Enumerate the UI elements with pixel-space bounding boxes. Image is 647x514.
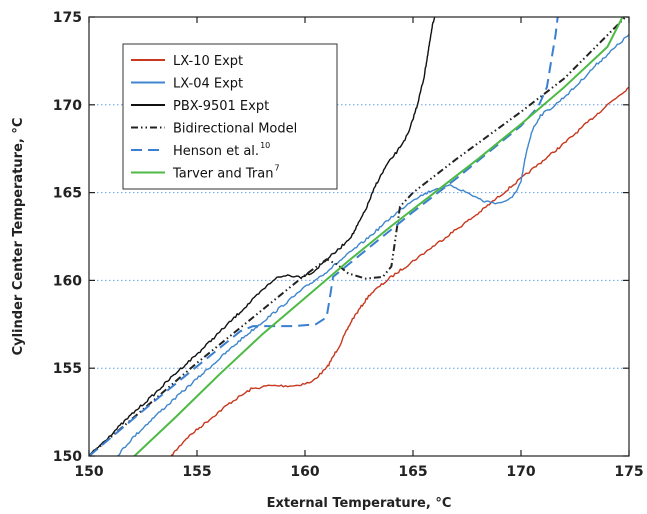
y-tick-label-160: 160 [53,273,82,289]
tick-marks [88,16,630,457]
legend-sup-4: 10 [260,141,270,150]
legend-label-0: LX-10 Expt [173,54,243,69]
x-tick-label-170: 170 [506,464,535,480]
x-tick-label-160: 160 [290,464,319,480]
y-axis-label: Cylinder Center Temperature, °C [11,118,26,356]
x-tick-labels: 150 155 160 165 170 175 [74,464,643,480]
legend-sup-5: 7 [274,164,279,173]
legend: LX-10 Expt LX-04 Expt PBX-9501 Expt Bidirec… [122,43,338,190]
x-axis-label: External Temperature, °C [267,496,452,511]
plot-frame [88,16,630,457]
series-line-pbx-9501-expt [89,17,436,456]
series-line-lx-04-expt [116,34,629,456]
y-tick-label-155: 155 [53,361,82,377]
y-tick-label-175: 175 [53,10,82,26]
legend-label-2: PBX-9501 Expt [173,99,269,114]
x-tick-label-155: 155 [182,464,211,480]
y-tick-label-150: 150 [53,449,82,465]
series-line-lx-10-expt [170,86,629,456]
x-tick-label-175: 175 [614,464,643,480]
legend-label-4: Henson et al. [173,144,259,159]
series-layer [89,17,629,456]
legend-box [122,43,338,190]
x-tick-label-165: 165 [398,464,427,480]
legend-label-1: LX-04 Expt [173,77,243,92]
series-line-tarver-and-tran [133,17,624,456]
legend-label-5: Tarver and Tran [172,167,273,182]
y-tick-label-170: 170 [53,98,82,114]
x-tick-label-150: 150 [74,464,103,480]
y-tick-labels: 150 155 160 165 170 175 [53,10,82,465]
y-tick-label-165: 165 [53,186,82,202]
series-line-henson-et-al- [89,17,559,456]
legend-label-3: Bidirectional Model [173,122,297,137]
